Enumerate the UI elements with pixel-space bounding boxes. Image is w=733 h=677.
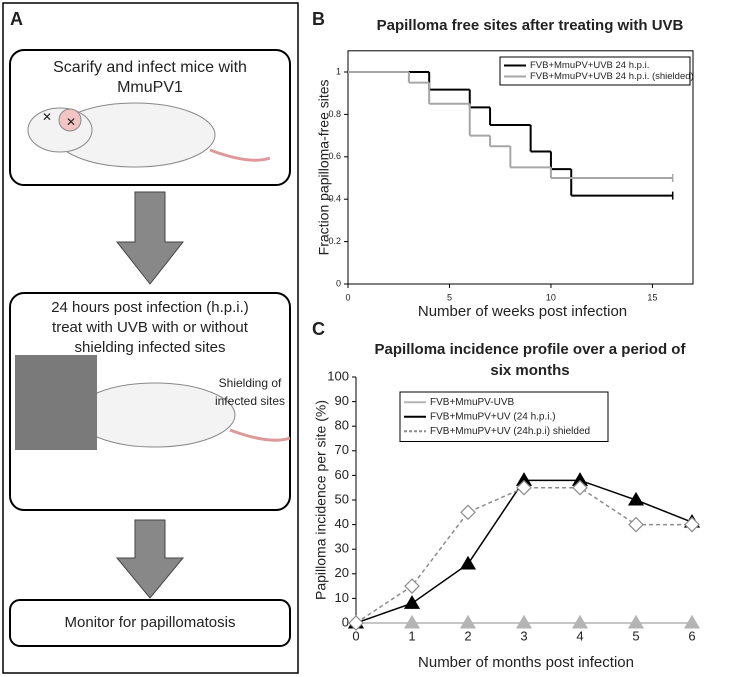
y-tick-label: 0.2: [328, 236, 341, 246]
legend-box: [399, 391, 609, 442]
step-text: Monitor for papillomatosis: [65, 614, 236, 631]
y-tick-label: 70: [335, 442, 349, 457]
marker: [684, 516, 700, 533]
chart-title: Papilloma free sites after treating with…: [377, 17, 684, 34]
step-box: [9, 49, 291, 186]
x-tick-label: 0: [352, 628, 359, 643]
marker: [683, 614, 701, 629]
marker: [571, 614, 589, 629]
marker: [628, 516, 644, 533]
legend-label: FVB+MmuPV+UVB 24 h.p.i.: [530, 60, 649, 71]
x-tick-label: 2: [464, 628, 471, 643]
step-text: shielding infected sites: [75, 339, 226, 356]
panel-label: A: [10, 9, 23, 29]
panel-a-frame: [2, 2, 299, 674]
x-tick-label: 4: [576, 628, 583, 643]
marker: [404, 578, 420, 594]
y-tick-label: 0.6: [328, 151, 341, 161]
x-tick-label: 5: [447, 292, 452, 302]
x-tick-label: 5: [632, 628, 639, 643]
step-box: [9, 599, 291, 647]
marker: [460, 504, 476, 521]
x-axis-label: Number of months post infection: [418, 654, 634, 671]
marker: [403, 614, 421, 629]
series-line: [355, 486, 692, 624]
legend-label: FVB+MmuPV+UVB 24 h.p.i. (shielded): [530, 71, 694, 82]
marker: [516, 479, 532, 496]
marker: [515, 614, 533, 629]
panel-label: C: [312, 319, 325, 339]
y-tick-label: 0: [336, 278, 341, 288]
y-tick-label: 0.4: [328, 194, 341, 204]
y-tick-label: 0: [342, 614, 349, 629]
mouse: [74, 382, 291, 448]
x-tick-label: 6: [688, 628, 695, 643]
legend-box: [499, 56, 691, 86]
x-axis-label: Number of weeks post infection: [418, 303, 627, 320]
y-tick-label: 20: [335, 565, 349, 580]
mouse: ✕ ✕: [27, 102, 271, 168]
marker: [627, 491, 645, 506]
svg-text:✕: ✕: [66, 115, 76, 129]
marker: [627, 614, 645, 629]
marker: [403, 595, 421, 609]
note-text: Shielding of: [219, 376, 282, 390]
y-tick-label: 50: [335, 491, 349, 506]
x-tick-label: 3: [520, 628, 527, 643]
marker: [459, 555, 477, 570]
step-text: MmuPV1: [117, 79, 183, 96]
y-tick-label: 40: [335, 516, 349, 531]
svg-text:✕: ✕: [42, 110, 52, 124]
arrow: [115, 191, 185, 285]
y-tick-label: 0.8: [328, 109, 341, 119]
marker: [459, 614, 477, 629]
step-box: [9, 292, 291, 511]
y-axis-label: Fraction papilloma-free sites: [316, 79, 332, 255]
note-text: infected sites: [215, 394, 285, 408]
chart-title: six months: [490, 362, 569, 379]
legend-label: FVB+MmuPV+UV (24 h.p.i.): [430, 411, 556, 422]
y-axis-label: Papilloma incidence per site (%): [313, 400, 329, 600]
step-text: Scarify and infect mice with: [53, 59, 247, 76]
y-tick-label: 10: [335, 590, 349, 605]
x-tick-label: 15: [647, 292, 657, 302]
arrow: [115, 519, 185, 599]
panel-label: B: [312, 9, 325, 29]
step-text: 24 hours post infection (h.p.i.): [51, 299, 249, 316]
y-tick-label: 60: [335, 467, 349, 482]
x-tick-label: 10: [546, 292, 556, 302]
legend-label: FVB+MmuPV+UV (24h.p.i) shielded: [430, 426, 590, 437]
marker: [572, 479, 588, 496]
legend-label: FVB+MmuPV-UVB: [430, 397, 515, 408]
shield: [15, 355, 97, 450]
y-tick-label: 90: [335, 393, 349, 408]
y-tick-label: 80: [335, 418, 349, 433]
step-text: treat with UVB with or without: [52, 319, 249, 336]
chart-title: Papilloma incidence profile over a perio…: [375, 341, 687, 358]
y-tick-label: 100: [327, 368, 349, 383]
marker: [348, 615, 364, 631]
y-tick-label: 1: [336, 66, 341, 76]
x-tick-label: 1: [408, 628, 415, 643]
x-tick-label: 0: [345, 292, 350, 302]
plot-frame: [347, 50, 694, 285]
y-tick-label: 30: [335, 541, 349, 556]
